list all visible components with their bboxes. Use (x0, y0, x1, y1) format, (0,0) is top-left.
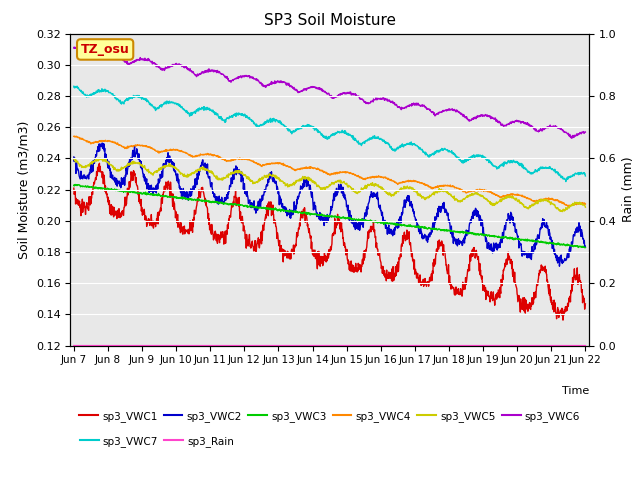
sp3_VWC1 (95, 160, 103, 166)
sp3_VWC1 (409, 256, 417, 262)
Line: sp3_VWC2: sp3_VWC2 (74, 143, 586, 266)
sp3_Rain (241, 343, 249, 348)
sp3_VWC2 (476, 213, 484, 219)
sp3_VWC5 (172, 166, 179, 171)
sp3_VWC5 (476, 192, 484, 198)
Y-axis label: Rain (mm): Rain (mm) (622, 157, 635, 222)
sp3_VWC2 (99, 140, 106, 146)
Line: sp3_VWC4: sp3_VWC4 (74, 136, 586, 207)
Line: sp3_VWC5: sp3_VWC5 (74, 158, 586, 212)
sp3_VWC6 (582, 129, 589, 135)
sp3_VWC6 (521, 120, 529, 126)
sp3_VWC3 (70, 182, 77, 188)
sp3_VWC7 (562, 179, 570, 184)
sp3_VWC7 (476, 154, 483, 159)
sp3_VWC4 (70, 133, 77, 139)
sp3_VWC4 (409, 178, 417, 184)
sp3_VWC1 (184, 230, 192, 236)
sp3_VWC5 (582, 204, 589, 210)
sp3_VWC3 (72, 181, 79, 187)
sp3_VWC4 (476, 186, 484, 192)
sp3_VWC2 (184, 192, 192, 198)
sp3_VWC5 (96, 156, 104, 161)
sp3_VWC1 (476, 261, 484, 266)
Line: sp3_VWC6: sp3_VWC6 (74, 47, 586, 138)
sp3_VWC5 (70, 156, 77, 161)
Line: sp3_VWC1: sp3_VWC1 (74, 163, 586, 320)
sp3_Rain (409, 343, 417, 348)
sp3_VWC4 (582, 201, 589, 207)
Line: sp3_VWC3: sp3_VWC3 (74, 184, 586, 248)
sp3_VWC3 (172, 194, 179, 200)
sp3_VWC7 (521, 165, 529, 170)
Legend: sp3_VWC7, sp3_Rain: sp3_VWC7, sp3_Rain (76, 432, 238, 451)
sp3_VWC6 (241, 72, 249, 78)
sp3_VWC2 (172, 168, 179, 174)
sp3_Rain (184, 343, 191, 348)
sp3_VWC3 (521, 237, 529, 243)
sp3_VWC4 (564, 204, 572, 210)
Text: TZ_osu: TZ_osu (81, 43, 129, 56)
sp3_VWC6 (70, 45, 77, 51)
sp3_VWC5 (521, 204, 529, 210)
sp3_VWC7 (70, 84, 77, 89)
sp3_VWC1 (70, 185, 77, 191)
sp3_VWC7 (409, 141, 417, 147)
sp3_VWC2 (409, 208, 417, 214)
sp3_Rain (582, 343, 589, 348)
sp3_VWC3 (409, 224, 417, 229)
sp3_VWC6 (476, 113, 484, 119)
sp3_Rain (70, 343, 77, 348)
sp3_VWC4 (241, 156, 249, 162)
Line: sp3_VWC7: sp3_VWC7 (74, 86, 586, 181)
sp3_VWC2 (241, 188, 249, 193)
sp3_VWC6 (172, 61, 179, 67)
sp3_VWC4 (172, 147, 179, 153)
sp3_VWC2 (70, 154, 77, 160)
Title: SP3 Soil Moisture: SP3 Soil Moisture (264, 13, 396, 28)
sp3_VWC6 (70, 44, 78, 50)
sp3_VWC4 (184, 151, 192, 157)
sp3_VWC3 (581, 245, 589, 251)
sp3_VWC3 (184, 196, 192, 202)
sp3_VWC5 (559, 209, 566, 215)
sp3_VWC2 (521, 249, 529, 255)
sp3_VWC7 (172, 100, 179, 106)
sp3_VWC1 (521, 296, 529, 302)
sp3_VWC4 (521, 194, 529, 200)
sp3_VWC6 (184, 67, 192, 72)
sp3_VWC7 (582, 173, 589, 179)
sp3_VWC3 (241, 203, 249, 208)
sp3_Rain (521, 343, 529, 348)
sp3_VWC5 (409, 185, 417, 191)
sp3_Rain (476, 343, 483, 348)
sp3_VWC4 (70, 133, 78, 139)
sp3_VWC2 (556, 264, 563, 269)
sp3_VWC7 (184, 110, 191, 116)
sp3_VWC1 (241, 236, 249, 241)
Y-axis label: Soil Moisture (m3/m3): Soil Moisture (m3/m3) (17, 120, 30, 259)
sp3_VWC7 (241, 111, 249, 117)
sp3_VWC1 (172, 215, 179, 221)
sp3_VWC1 (559, 317, 567, 323)
sp3_VWC3 (476, 232, 484, 238)
sp3_VWC1 (582, 301, 589, 307)
sp3_VWC2 (582, 244, 589, 250)
sp3_Rain (172, 343, 179, 348)
sp3_VWC6 (568, 135, 576, 141)
Text: Time: Time (561, 386, 589, 396)
sp3_VWC6 (409, 101, 417, 107)
sp3_VWC5 (241, 172, 249, 178)
sp3_VWC5 (184, 174, 192, 180)
sp3_VWC3 (582, 244, 589, 250)
